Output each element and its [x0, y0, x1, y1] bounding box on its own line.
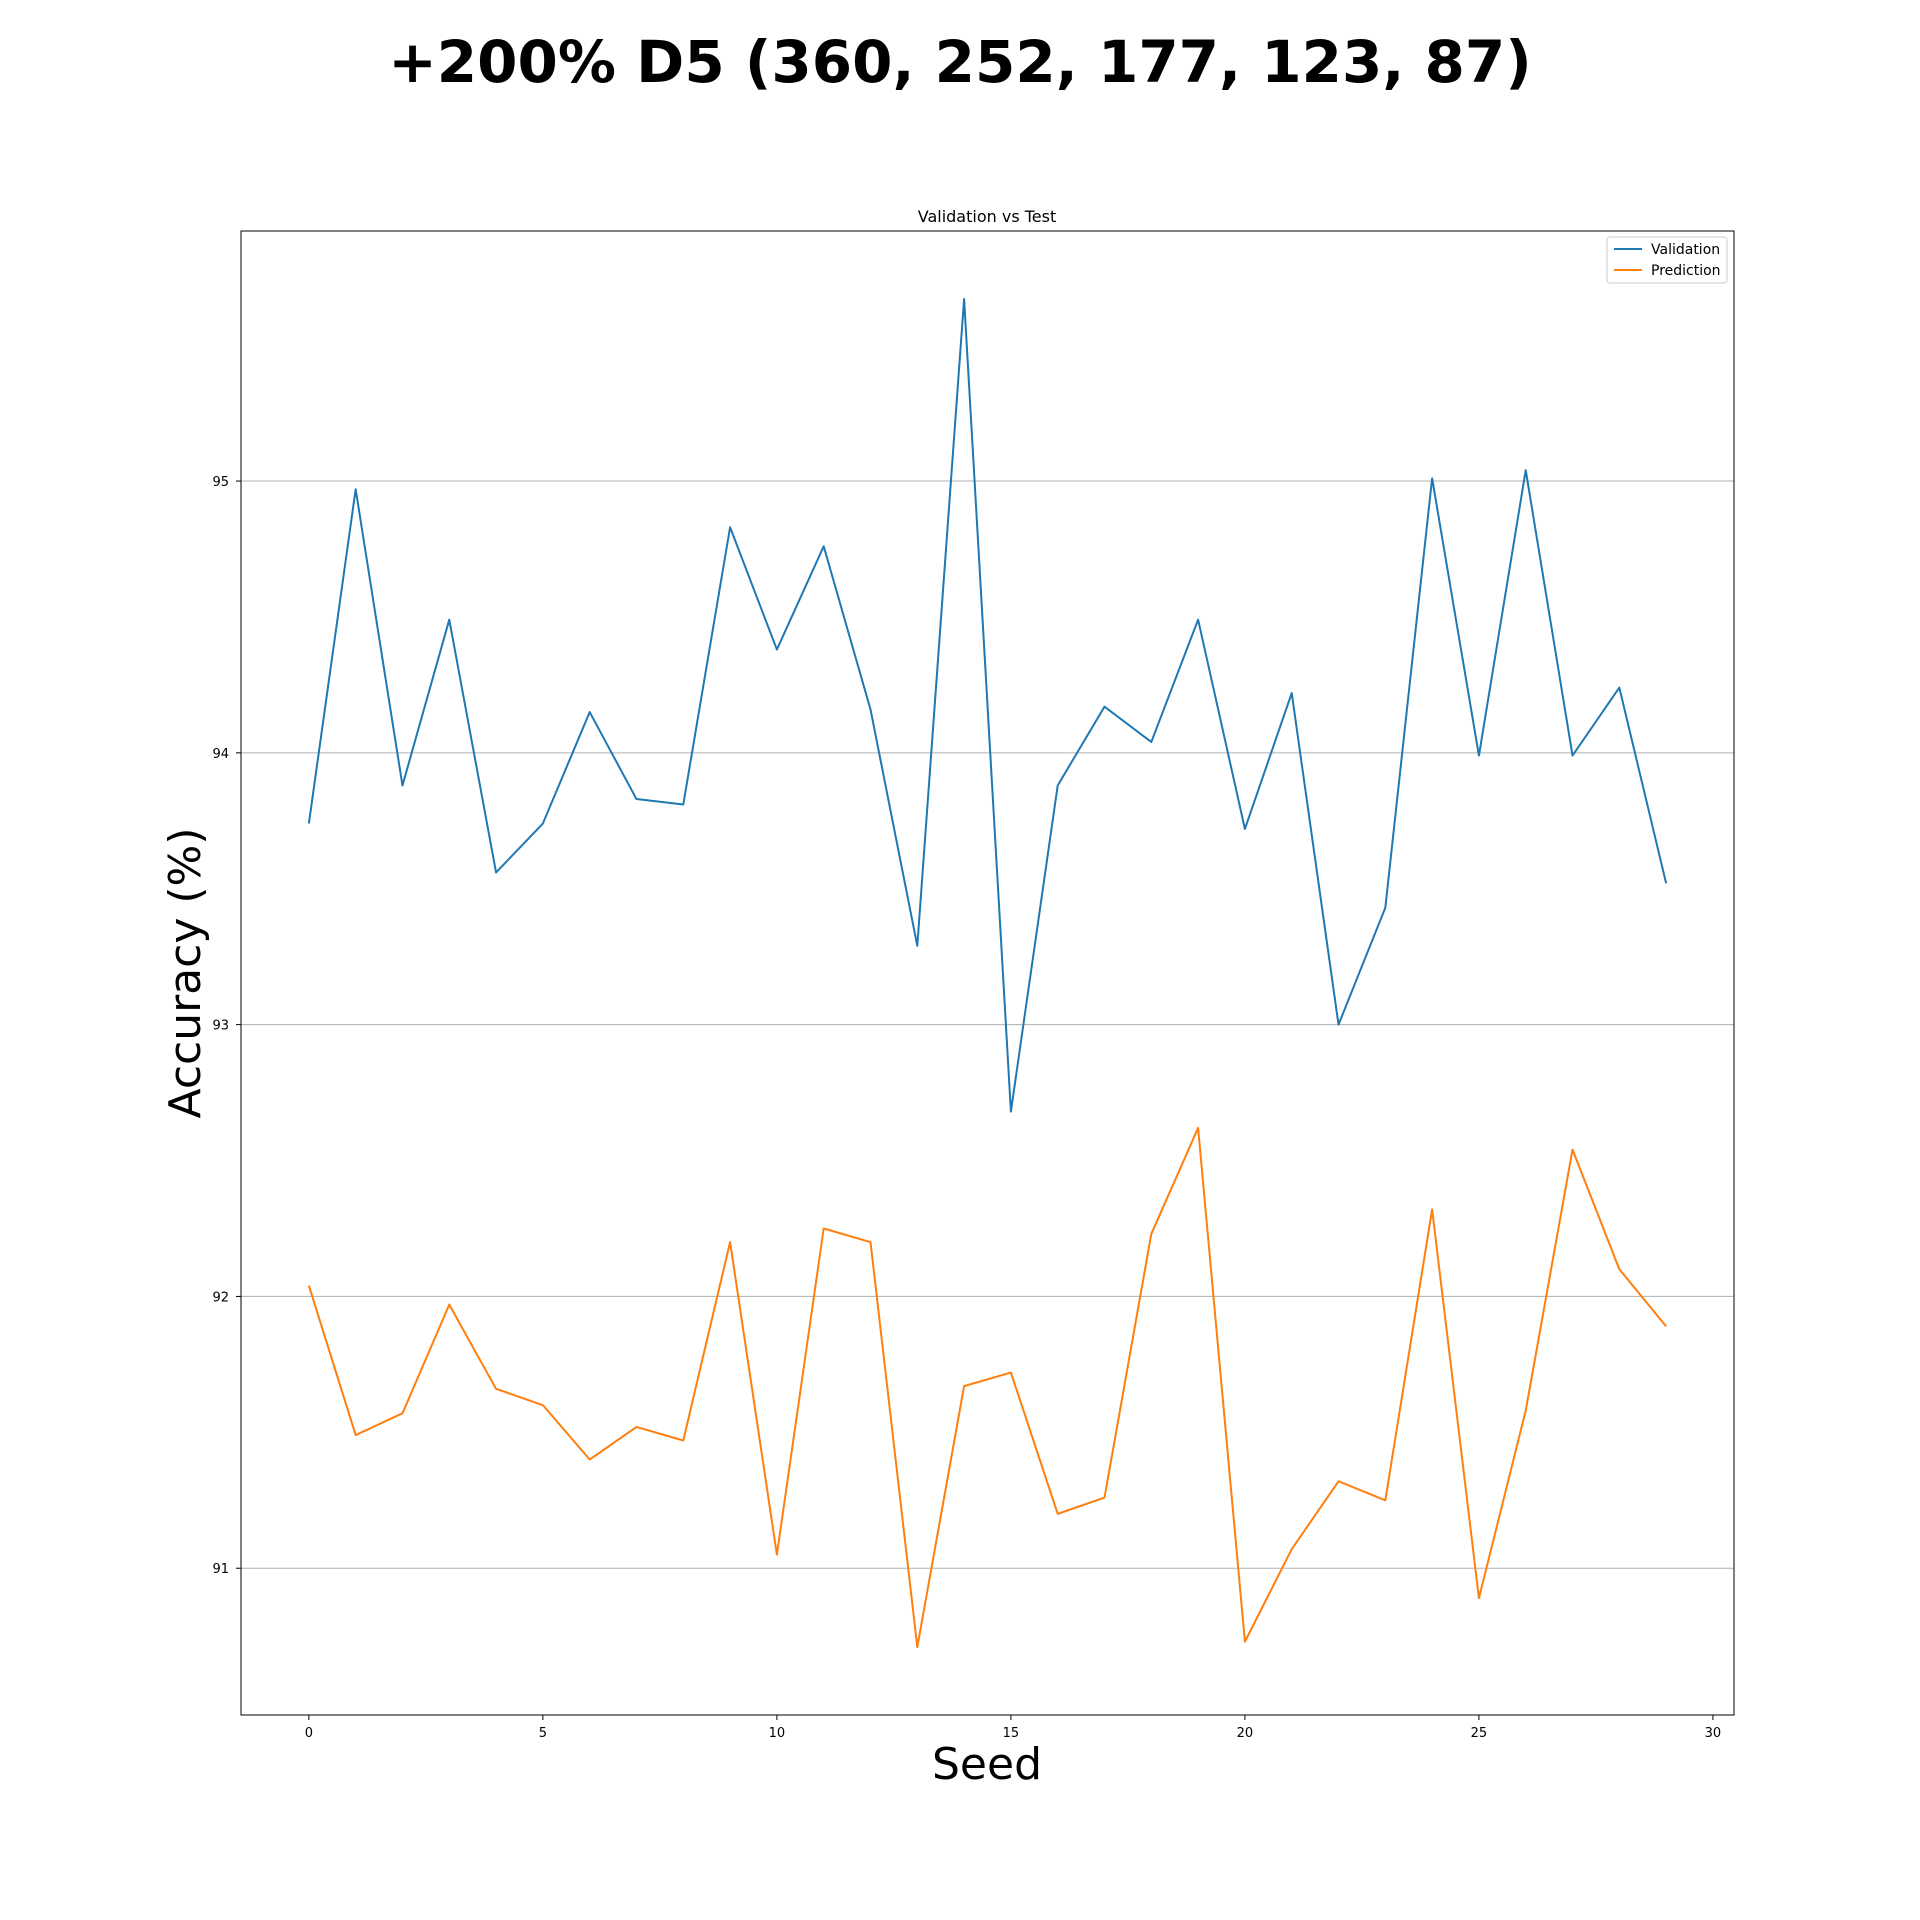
- y-tick-label-93: 93: [212, 1019, 229, 1034]
- x-axis-ticks: 0 5 10 15 20 25 30: [305, 1715, 1721, 1741]
- x-tick-label-15: 15: [1003, 1726, 1020, 1741]
- legend-label-prediction: Prediction: [1651, 263, 1721, 279]
- x-tick-label-25: 25: [1471, 1726, 1488, 1741]
- x-tick-label-30: 30: [1705, 1726, 1722, 1741]
- y-axis-ticks: 91 92 93 94 95: [212, 475, 241, 1577]
- axes-frame: [240, 230, 1735, 1716]
- y-tick-label-91: 91: [212, 1562, 229, 1577]
- gridlines: [241, 480, 1734, 1569]
- legend-label-validation: Validation: [1651, 242, 1720, 258]
- x-tick-label-5: 5: [539, 1726, 547, 1741]
- series-line-validation: [307, 297, 1668, 1113]
- y-tick-label-92: 92: [212, 1290, 229, 1305]
- y-tick-label-95: 95: [212, 475, 229, 490]
- x-tick-label-0: 0: [305, 1726, 313, 1741]
- axes-title: Validation vs Test: [918, 207, 1057, 226]
- x-tick-label-10: 10: [769, 1726, 786, 1741]
- figure-suptitle: +200% D5 (360, 252, 177, 123, 87): [388, 28, 1532, 96]
- x-tick-label-20: 20: [1237, 1726, 1254, 1741]
- y-tick-label-94: 94: [212, 747, 229, 762]
- y-axis-label: Accuracy (%): [160, 827, 211, 1118]
- series-line-prediction: [307, 1126, 1667, 1649]
- x-axis-label: Seed: [932, 1739, 1042, 1790]
- series-lines: [307, 297, 1668, 1649]
- legend: Validation Prediction: [1606, 236, 1728, 284]
